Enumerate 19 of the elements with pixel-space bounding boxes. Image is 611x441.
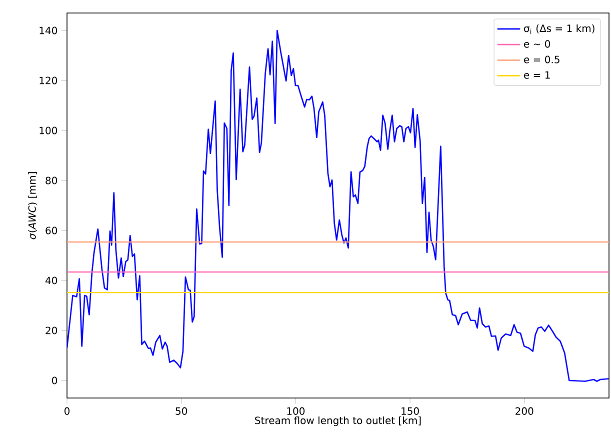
- y-axis-title: σ(AWC) [mm]: [28, 172, 38, 240]
- y-tick-label: 80: [46, 176, 58, 184]
- legend-label: e = 1: [524, 71, 550, 79]
- legend-label: e ~ 0: [524, 40, 550, 48]
- y-tick-label: 0: [52, 376, 58, 384]
- x-tick-label: 0: [64, 407, 70, 415]
- x-tick-label: 50: [176, 407, 188, 415]
- legend-label: σ$_{i}$ (Δs = 1 km): [524, 24, 594, 34]
- y-tick-label: 20: [46, 326, 58, 334]
- x-tick-label: 200: [516, 407, 534, 415]
- y-tick-label: 120: [40, 76, 58, 84]
- x-tick-label: 150: [402, 407, 419, 415]
- y-tick-label: 140: [40, 26, 58, 34]
- y-tick-label: 100: [40, 126, 58, 134]
- x-tick-label: 100: [287, 407, 305, 415]
- legend-label: e = 0.5: [524, 56, 560, 64]
- y-tick-label: 40: [45, 276, 58, 284]
- y-tick-label: 60: [46, 226, 58, 234]
- x-axis-title: Stream flow length to outlet [km]: [255, 416, 421, 426]
